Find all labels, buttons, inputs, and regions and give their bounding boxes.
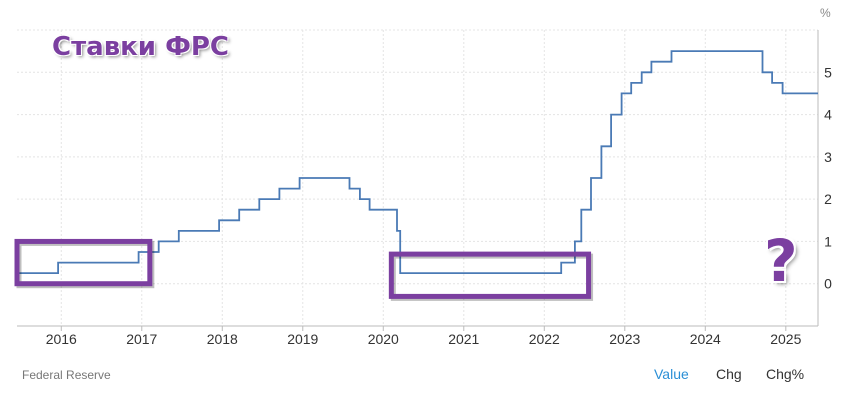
overlay-title: Ставки ФРС (52, 32, 229, 62)
x-tick-labels: 2016 2017 2018 2019 2020 2021 2022 2023 2024 2025 (46, 331, 802, 347)
y-unit-label: % (820, 6, 831, 20)
highlight-boxes (14, 238, 594, 301)
x-tick-label: 2022 (529, 331, 560, 347)
y-tick-labels: 0 1 2 3 4 5 (824, 64, 832, 291)
series-line (17, 50, 818, 274)
y-tick-label: 0 (824, 276, 832, 292)
x-tick-label: 2024 (690, 331, 721, 347)
y-tick-label: 2 (824, 191, 832, 207)
axes (17, 30, 819, 331)
x-tick-label: 2023 (609, 331, 640, 347)
x-tick-label: 2016 (46, 331, 77, 347)
grid-lines (17, 29, 818, 327)
y-tick-label: 5 (824, 64, 832, 80)
question-mark: ? (764, 227, 798, 295)
highlight-shadow (16, 240, 155, 289)
x-tick-label: 2020 (368, 331, 399, 347)
source-label: Federal Reserve (22, 368, 111, 382)
x-tick-label: 2021 (448, 331, 479, 347)
series-lines (17, 50, 818, 274)
highlight-box (388, 251, 592, 299)
tab-chg-percent[interactable]: Chg% (766, 366, 805, 382)
x-tick-label: 2019 (287, 331, 318, 347)
y-tick-label: 4 (824, 107, 832, 123)
tab-chg[interactable]: Chg (716, 366, 742, 382)
x-tick-label: 2025 (770, 331, 801, 347)
x-tick-label: 2018 (207, 331, 238, 347)
tab-value[interactable]: Value (654, 366, 689, 382)
x-tick-label: 2017 (126, 331, 157, 347)
y-tick-label: 1 (824, 233, 832, 249)
y-tick-label: 3 (824, 149, 832, 165)
highlight-box (14, 238, 153, 287)
